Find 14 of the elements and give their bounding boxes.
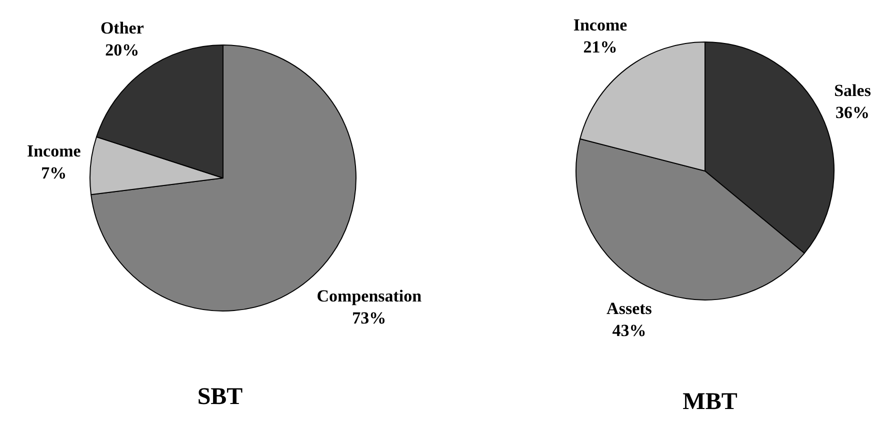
data-label: 7% <box>41 164 67 183</box>
data-label: 20% <box>105 40 140 60</box>
text: SBT <box>197 384 243 410</box>
slice-label: Assets <box>606 299 652 318</box>
data-label: 73% <box>352 308 386 328</box>
slice-label: Income <box>26 142 82 161</box>
slice-label: Income <box>573 15 628 34</box>
slice-label: Sales <box>834 81 872 100</box>
text: MBT <box>682 389 738 415</box>
data-label: 21% <box>583 37 618 56</box>
data-label: 36% <box>836 103 870 122</box>
data-label: 43% <box>612 321 646 340</box>
slice-label: Other <box>100 18 144 38</box>
slice-label: Compensation <box>316 286 422 306</box>
